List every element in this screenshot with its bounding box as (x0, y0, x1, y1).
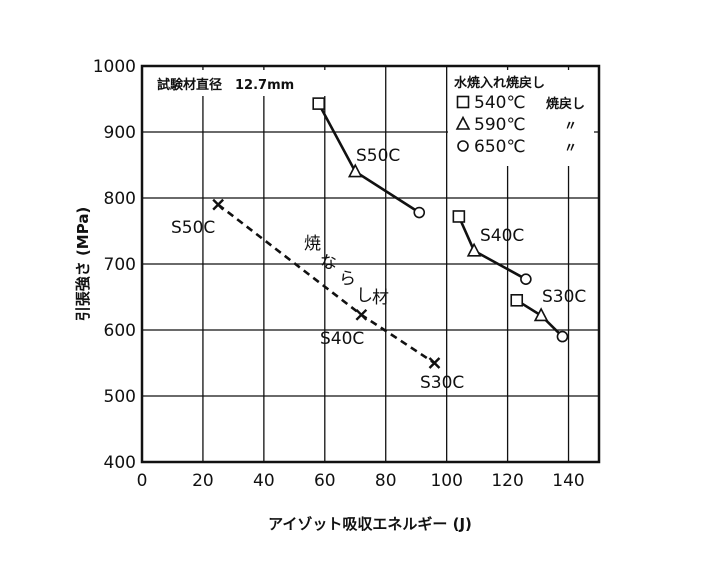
y-tick-label: 800 (104, 189, 136, 209)
legend-title: 水焼入れ焼戻し (454, 75, 545, 91)
cross-marker (428, 357, 441, 369)
s40c-normalized-label: S40C (320, 329, 364, 349)
s50c-normalized-label: S50C (171, 218, 215, 238)
triangle-marker (533, 307, 549, 322)
s40c-qt-label: S40C (480, 226, 524, 246)
s30c-normalized-label: S30C (420, 373, 464, 393)
legend-box (448, 70, 594, 166)
x-tick-label: 80 (375, 471, 397, 491)
s50c-qt-label: S50C (356, 146, 400, 166)
x-axis-label: アイゾット吸収エネルギー (J) (268, 515, 472, 533)
circle-marker (520, 273, 532, 285)
normalized-char: し (356, 286, 373, 306)
normalized-char: 材 (372, 288, 389, 308)
cross-marker (212, 198, 225, 211)
cross-stroke (428, 357, 441, 369)
square-marker (456, 95, 470, 109)
plot-frame (140, 64, 601, 464)
specimen-info-text: 試験材直径 12.7mm (157, 77, 294, 93)
circle-marker (413, 206, 426, 219)
chart-grid (142, 66, 599, 462)
square-marker (510, 293, 524, 307)
y-tick-label: 500 (104, 387, 136, 407)
series-markers (212, 97, 569, 369)
x-tick-label: 120 (491, 471, 523, 491)
cross-marker (355, 308, 368, 321)
specimen-info-box (146, 70, 336, 96)
y-tick-label: 1000 (93, 57, 136, 77)
x-tick-label: 0 (137, 471, 148, 491)
y-tick-label: 600 (104, 321, 136, 341)
legend-entry-note: 焼戻し (546, 96, 585, 112)
square-marker (452, 210, 466, 223)
cross-stroke (355, 308, 368, 321)
square-marker (312, 97, 326, 110)
cross-stroke (212, 198, 225, 211)
x-tick-label: 20 (192, 471, 214, 491)
normalized-char: 焼 (304, 234, 321, 254)
circle-marker (457, 140, 469, 152)
triangle-marker (455, 115, 471, 130)
normalized-char: ら (339, 269, 356, 289)
legend-entry-label: 650℃ (474, 137, 526, 157)
triangle-marker (466, 242, 482, 257)
normalized-material-label: 焼 な ら し 材 (304, 234, 389, 308)
legend-entry-note: 〃 (564, 119, 577, 134)
legend-entry-note: 〃 (564, 141, 577, 156)
triangle-marker (347, 163, 363, 178)
y-axis-label: 引張強さ (MPa) (74, 207, 92, 322)
y-tick-label: 900 (104, 123, 136, 143)
s30c-qt-label: S30C (542, 287, 586, 307)
x-tick-label: 60 (314, 471, 336, 491)
x-tick-label: 100 (430, 471, 462, 491)
x-tick-label: 40 (253, 471, 275, 491)
circle-marker (556, 330, 569, 343)
normalized-char: な (320, 253, 337, 273)
legend-entry-label: 540℃ (474, 93, 526, 113)
legend-entry-label: 590℃ (474, 115, 526, 135)
x-tick-label: 140 (552, 471, 584, 491)
legend-entries: 540℃ 焼戻し 590℃ 〃 650℃ 〃 (455, 93, 585, 157)
axis-ticks: 400 500 600 700 800 900 1000 0 20 40 60 80 100 120 140 (93, 57, 585, 491)
y-tick-label: 400 (104, 453, 136, 473)
y-tick-label: 700 (104, 255, 136, 275)
